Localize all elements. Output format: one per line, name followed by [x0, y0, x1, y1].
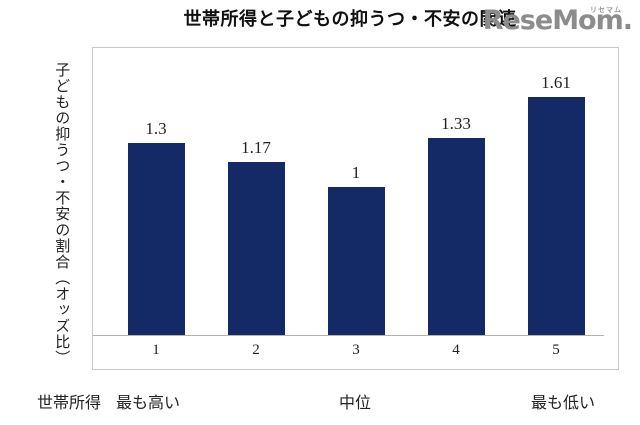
- group-label-highest: 最も高い: [115, 395, 181, 412]
- group-label-lowest: 最も低い: [530, 395, 596, 412]
- x-axis-title: 世帯所得: [37, 395, 102, 412]
- bar: [127, 143, 185, 335]
- bar-value-label: 1.17: [241, 138, 271, 157]
- logo-text: ReseMom.: [482, 5, 633, 36]
- bar: [427, 138, 485, 335]
- bar: [227, 162, 285, 335]
- y-axis-label: 子どもの抑うつ・不安の割合（オッズ比）: [53, 62, 70, 366]
- x-tick-label: 3: [352, 342, 360, 358]
- x-tick-label: 2: [252, 342, 260, 358]
- resemom-logo: リセマム ReseMom.: [482, 4, 633, 40]
- bar-value-label: 1.33: [441, 114, 471, 133]
- bar: [527, 97, 585, 335]
- bar-value-label: 1: [351, 163, 361, 182]
- bar-value-label: 1.61: [541, 73, 571, 92]
- bar: [327, 187, 385, 335]
- plot-area: 1.3 1 1.17 2 1 3 1.33 4 1.61 5: [92, 47, 619, 370]
- logo-ruby-text: リセマム: [590, 6, 622, 14]
- chart-title: 世帯所得と子どもの抑うつ・不安の関連: [183, 9, 517, 29]
- group-label-middle: 中位: [338, 395, 372, 412]
- x-tick-label: 4: [452, 342, 460, 358]
- x-tick-label: 5: [552, 342, 560, 358]
- x-axis-line: [93, 335, 604, 336]
- x-tick-label: 1: [152, 342, 160, 358]
- bar-value-label: 1.3: [145, 119, 167, 138]
